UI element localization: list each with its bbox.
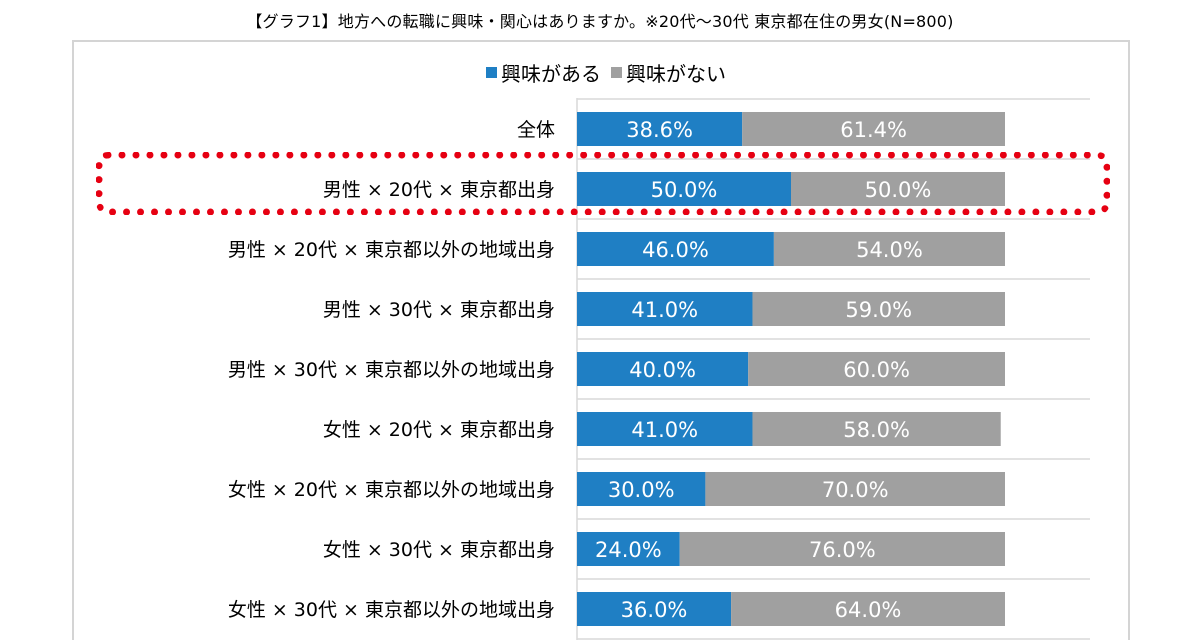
data-label-interested: 38.6% [626,118,693,142]
category-label: 男性 × 20代 × 東京都出身 [323,179,555,201]
bar-interested [577,412,753,446]
data-label-not-interested: 64.0% [835,598,902,622]
bar-interested [577,472,706,506]
category-label: 女性 × 20代 × 東京都出身 [323,419,555,441]
bar-not-interested [791,172,1005,206]
category-label: 男性 × 20代 × 東京都以外の地域出身 [228,239,555,261]
data-label-not-interested: 70.0% [822,478,889,502]
data-label-interested: 24.0% [595,538,662,562]
legend-swatch-not-interested [611,66,622,78]
category-label: 全体 [517,119,555,141]
legend: 興味がある 興味がない [486,58,726,86]
category-label: 男性 × 30代 × 東京都出身 [323,299,555,321]
bar-interested [577,292,753,326]
category-label: 女性 × 30代 × 東京都以外の地域出身 [228,599,555,621]
data-label-not-interested: 76.0% [809,538,876,562]
chart-title: 【グラフ1】地方への転職に興味・関心はありますか。※20代〜30代 東京都在住の… [246,12,954,31]
bar-not-interested [752,292,1005,326]
bar-interested [577,592,732,626]
category-label: 女性 × 30代 × 東京都出身 [323,539,555,561]
data-label-interested: 30.0% [608,478,675,502]
category-label: 女性 × 20代 × 東京都以外の地域出身 [228,479,555,501]
legend-label-interested: 興味がある [501,61,601,86]
data-label-interested: 50.0% [651,178,718,202]
data-label-not-interested: 58.0% [843,418,910,442]
data-label-not-interested: 54.0% [856,238,923,262]
legend-item-not-interested: 興味がない [611,58,726,87]
chart-frame [72,40,1130,640]
legend-label-not-interested: 興味がない [626,61,726,86]
data-label-not-interested: 59.0% [845,298,912,322]
data-label-interested: 46.0% [642,238,709,262]
bar-interested [577,532,680,566]
data-label-interested: 41.0% [631,298,698,322]
data-label-not-interested: 61.4% [840,118,907,142]
highlight-box [96,152,1110,215]
data-label-not-interested: 60.0% [843,358,910,382]
bar-not-interested [731,592,1005,626]
data-label-interested: 41.0% [631,418,698,442]
bar-not-interested [679,532,1005,566]
bar-not-interested [742,112,1005,146]
bar-not-interested [752,412,1001,446]
bar-interested [577,172,791,206]
bar-interested [577,232,774,266]
category-label: 男性 × 30代 × 東京都以外の地域出身 [228,359,555,381]
bar-not-interested [773,232,1005,266]
data-label-interested: 40.0% [629,358,696,382]
legend-item-interested: 興味がある [486,58,601,87]
data-label-not-interested: 50.0% [865,178,932,202]
data-label-interested: 36.0% [621,598,688,622]
bar-not-interested [748,352,1005,386]
bar-not-interested [705,472,1005,506]
legend-swatch-interested [486,66,497,78]
bar-interested [577,352,749,386]
bar-interested [577,112,743,146]
